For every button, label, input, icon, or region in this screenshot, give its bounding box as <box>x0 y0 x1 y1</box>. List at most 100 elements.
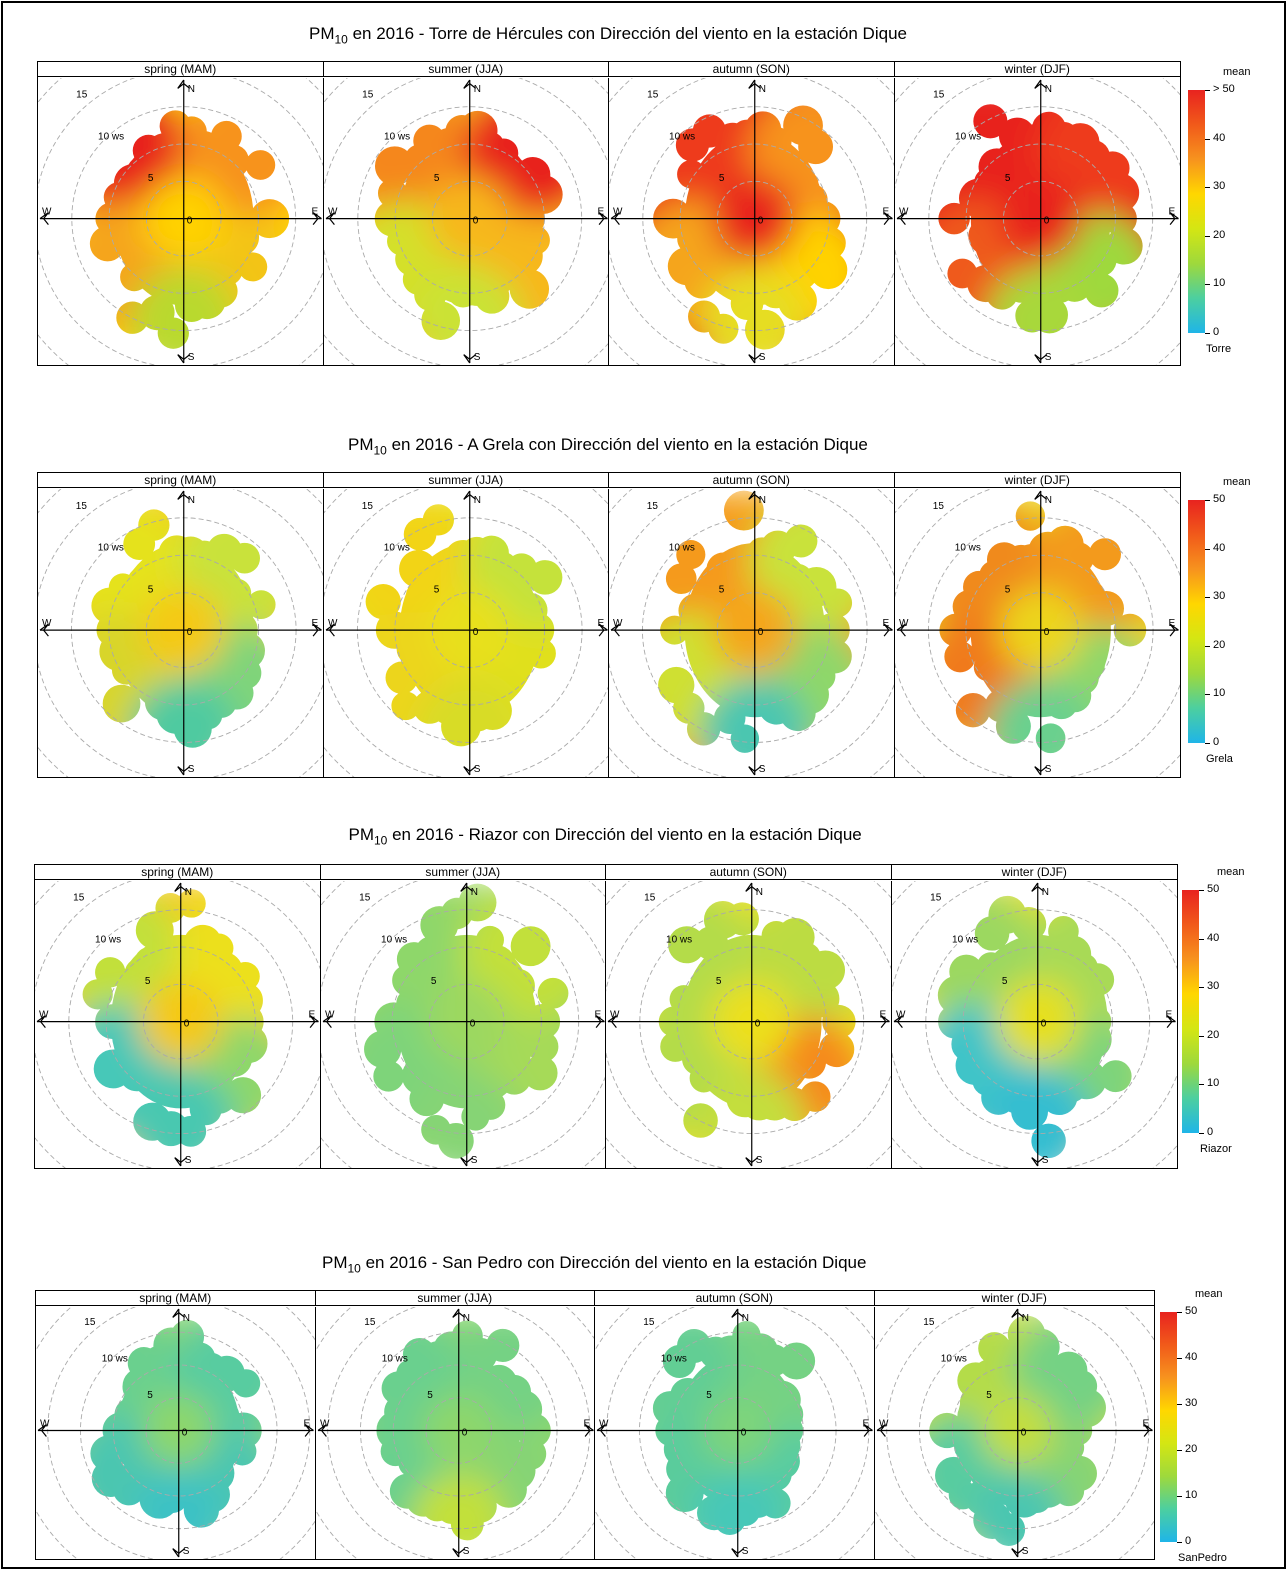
color-key: mean 50 40 30 20 10 0 Grela <box>1188 476 1278 786</box>
compass-west-label: W <box>613 207 623 218</box>
compass-arrowhead <box>1033 766 1047 776</box>
color-bar-tick <box>1205 743 1210 744</box>
color-bar-tick-label: > 50 <box>1213 83 1235 95</box>
color-key: mean 50 40 30 20 10 0 SanPedro <box>1160 1288 1250 1564</box>
compass-arrowhead <box>37 1423 47 1437</box>
compass-arrowhead <box>325 212 335 226</box>
color-bar-tick <box>1177 1496 1182 1497</box>
title-rest: en 2016 - San Pedro con Dirección del vi… <box>360 1253 867 1272</box>
compass-arrowhead <box>748 79 762 89</box>
origin-label: 0 <box>1020 1427 1026 1438</box>
ws-ring-label: 10 ws <box>381 934 407 945</box>
compass-south-label: S <box>188 764 195 775</box>
season-strip: winter (DJF) <box>874 1291 1154 1306</box>
compass-west-label: W <box>42 618 52 629</box>
compass-north-label: N <box>742 1313 749 1324</box>
compass-arrowhead <box>1169 212 1179 226</box>
color-bar-tick-label: 20 <box>1185 1443 1198 1455</box>
origin-label: 0 <box>755 1019 761 1030</box>
ws-ring-label: 5 <box>148 173 154 184</box>
color-key: mean > 50 40 30 20 10 0 Torre <box>1188 66 1278 375</box>
compass-east-label: E <box>863 1418 870 1429</box>
compass-north-label: N <box>1044 84 1051 95</box>
color-bar-tick <box>1205 333 1210 334</box>
origin-label: 0 <box>758 216 764 227</box>
color-key-title: mean <box>1195 1288 1223 1300</box>
ws-ring-label: 10 ws <box>98 543 124 554</box>
color-bar-tick-label: 50 <box>1213 493 1226 505</box>
season-strip: autumn (SON) <box>606 865 892 880</box>
compass-arrowhead <box>731 1308 745 1318</box>
ws-ring-label: 10 ws <box>955 131 981 142</box>
concentration-field <box>658 490 853 753</box>
color-bar-tick <box>1177 1358 1182 1359</box>
compass-west-label: W <box>325 1010 335 1021</box>
compass-east-label: E <box>594 1010 601 1021</box>
compass-arrowhead <box>39 623 49 637</box>
compass-arrowhead <box>607 1015 617 1029</box>
color-bar-tick-label: 40 <box>1185 1351 1198 1363</box>
compass-east-label: E <box>1168 618 1175 629</box>
compass-west-label: W <box>40 1418 50 1429</box>
compass-arrowhead <box>462 766 476 776</box>
origin-label: 0 <box>1043 216 1049 227</box>
compass-arrowhead <box>1010 1308 1024 1318</box>
compass-west-label: W <box>42 207 52 218</box>
compass-north-label: N <box>473 495 480 506</box>
chart-title: PM10 en 2016 - Torre de Hércules con Dir… <box>309 24 907 46</box>
ws-ring-label: 15 <box>73 893 85 904</box>
ws-ring-label: 5 <box>147 1390 153 1401</box>
compass-arrowhead <box>462 490 476 500</box>
compass-arrowhead <box>177 490 191 500</box>
color-bar-tick <box>1177 1312 1182 1313</box>
compass-arrowhead <box>748 766 762 776</box>
title-subscript: 10 <box>373 443 387 458</box>
color-bar-tick <box>1177 1450 1182 1451</box>
compass-east-label: E <box>883 618 890 629</box>
compass-north-label: N <box>1041 887 1048 898</box>
origin-label: 0 <box>472 627 478 638</box>
ws-ring-label: 15 <box>932 501 944 512</box>
compass-east-label: E <box>583 1418 590 1429</box>
compass-arrowhead <box>1010 1548 1024 1558</box>
compass-arrowhead <box>309 1015 319 1029</box>
ws-ring-label: 15 <box>930 893 942 904</box>
ws-ring-label: 10 ws <box>381 1353 407 1364</box>
origin-label: 0 <box>182 1427 188 1438</box>
season-strip: autumn (SON) <box>609 473 895 488</box>
title-main: PM <box>348 435 374 454</box>
compass-arrowhead <box>451 1548 465 1558</box>
title-subscript: 10 <box>374 833 388 848</box>
color-bar-tick <box>1205 548 1210 550</box>
compass-arrowhead <box>896 623 906 637</box>
color-key-station-label: Grela <box>1206 753 1233 765</box>
color-key-station-label: SanPedro <box>1178 1552 1227 1564</box>
origin-label: 0 <box>461 1427 467 1438</box>
season-strip: spring (MAM) <box>36 1291 316 1306</box>
color-bar-tick <box>1205 138 1210 140</box>
color-bar-tick <box>1205 235 1210 237</box>
compass-south-label: S <box>1021 1546 1028 1557</box>
title-rest: en 2016 - Torre de Hércules con Direcció… <box>347 24 907 43</box>
compass-west-label: W <box>328 618 338 629</box>
compass-south-label: S <box>188 352 195 363</box>
title-main: PM <box>322 1253 348 1272</box>
origin-label: 0 <box>184 1019 190 1030</box>
ws-ring-label: 5 <box>716 976 722 987</box>
compass-arrowhead <box>325 623 335 637</box>
ws-ring-label: 15 <box>647 90 659 101</box>
compass-south-label: S <box>756 1155 763 1166</box>
compass-arrowhead <box>1143 1423 1153 1437</box>
color-bar-tick <box>1199 1035 1204 1037</box>
compass-arrowhead <box>459 882 473 892</box>
ws-ring-label: 10 ws <box>102 1353 128 1364</box>
color-bar-tick <box>1205 597 1210 599</box>
color-bar-tick <box>1177 1404 1182 1405</box>
compass-north-label: N <box>188 84 195 95</box>
